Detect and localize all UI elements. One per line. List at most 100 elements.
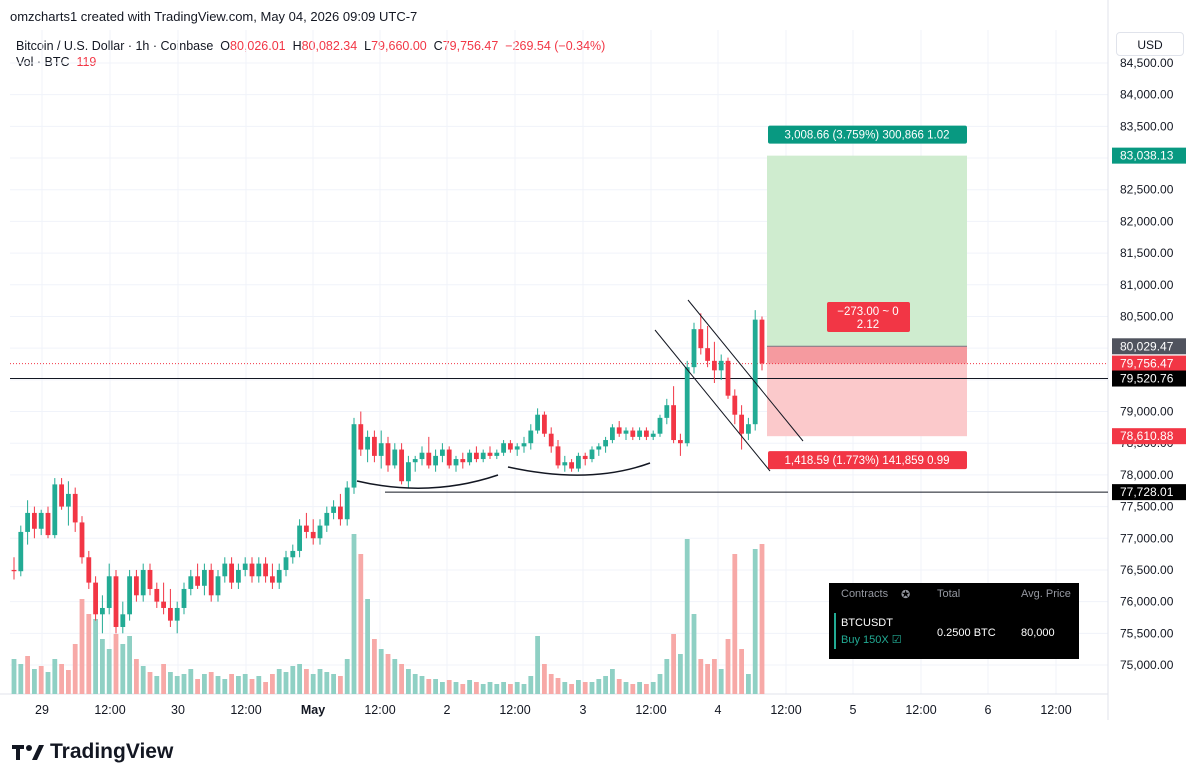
volume-bar xyxy=(664,659,670,694)
price-label-bg xyxy=(1112,147,1186,164)
candle-body xyxy=(460,459,466,463)
time-tick-label: 12:00 xyxy=(1040,703,1071,717)
symbol-label[interactable]: Bitcoin / U.S. Dollar · 1h · Coinbase xyxy=(16,39,214,53)
pnl-label-line1: −273.00 ~ 0 xyxy=(837,306,898,318)
brand-logo[interactable]: TradingView xyxy=(12,740,173,764)
volume-bar xyxy=(630,684,636,694)
horizontal-lines[interactable] xyxy=(10,363,1108,493)
volume-bar xyxy=(127,636,132,694)
volume-bar xyxy=(11,659,17,694)
volume-bar xyxy=(698,659,704,694)
candle-body xyxy=(127,576,132,615)
stop-label-bg xyxy=(768,451,967,470)
candle-body xyxy=(528,430,534,444)
chart-caption: omzcharts1 created with TradingView.com,… xyxy=(10,9,418,24)
time-tick-label: 5 xyxy=(850,703,857,717)
time-tick-label: 12:00 xyxy=(499,703,530,717)
candle-body xyxy=(664,405,670,418)
channel-line-upper[interactable] xyxy=(687,299,804,442)
candle-body xyxy=(25,512,30,532)
volume-bar xyxy=(59,664,64,694)
candle-body xyxy=(644,430,649,437)
price-tick-label: 75,500.00 xyxy=(1120,626,1174,640)
price-label: 78,610.88 xyxy=(1120,429,1174,443)
volume-bar xyxy=(467,680,472,694)
volume-bar xyxy=(236,676,241,694)
volume-bar xyxy=(678,654,683,694)
time-tick-label: 3 xyxy=(580,703,587,717)
volume-bar xyxy=(161,664,166,694)
volume-label[interactable]: Vol · BTC xyxy=(16,55,70,69)
candle-body xyxy=(725,360,731,396)
pin-icon[interactable]: ✪ xyxy=(901,589,911,601)
volume-bar xyxy=(582,682,588,694)
candle-body xyxy=(106,576,112,608)
brand-name: TradingView xyxy=(50,740,174,763)
volume-bar xyxy=(344,659,350,694)
volume-bar xyxy=(440,682,445,694)
volume-bar xyxy=(120,644,126,694)
volume-bars xyxy=(11,534,765,694)
volume-bar xyxy=(86,614,92,694)
candle-body xyxy=(596,446,602,450)
candle-body xyxy=(256,563,262,577)
candle-body xyxy=(433,455,438,466)
volume-bar xyxy=(426,679,432,694)
long-position-tool[interactable]: 3,008.66 (3.759%) 300,866 1.02 1,418.59 (… xyxy=(767,125,967,470)
volume-bar xyxy=(542,664,547,694)
price-label: 83,038.13 xyxy=(1120,149,1174,163)
candle-body xyxy=(657,417,663,434)
edit-icon[interactable]: ☑ xyxy=(891,634,902,646)
time-tick-label: May xyxy=(301,703,325,717)
drawings[interactable] xyxy=(356,299,804,489)
avg-price-header: Avg. Price xyxy=(1021,588,1071,600)
candle-body xyxy=(576,455,581,469)
rounded-bottom-curve-1[interactable] xyxy=(356,474,499,489)
channel-line-lower[interactable] xyxy=(654,329,771,472)
volume-bar xyxy=(453,682,459,694)
high-label: H xyxy=(292,39,302,53)
time-tick-label: 6 xyxy=(985,703,992,717)
candle-body xyxy=(283,557,289,570)
position-side: Buy 150X ☑ xyxy=(841,634,902,646)
volume-bar xyxy=(297,664,302,694)
candle-body xyxy=(113,576,119,627)
candle-body xyxy=(236,569,241,583)
price-label-bg xyxy=(1112,338,1186,355)
volume-bar xyxy=(106,649,112,694)
candle-body xyxy=(372,436,377,456)
currency-button[interactable]: USD xyxy=(1116,32,1184,56)
price-label: 79,520.76 xyxy=(1120,372,1174,386)
candle-body xyxy=(297,525,302,551)
position-total: 0.2500 BTC xyxy=(937,627,996,639)
price-label-bg xyxy=(1112,428,1186,445)
candle-body xyxy=(630,430,636,437)
candle-body xyxy=(351,424,357,488)
high-value: 80,082.34 xyxy=(301,39,358,53)
volume-bar xyxy=(555,678,561,694)
candle-body xyxy=(480,452,486,460)
price-tick-label: 77,000.00 xyxy=(1120,531,1174,545)
candle-body xyxy=(412,459,418,463)
tradingview-logo-icon xyxy=(12,745,44,760)
candle-body xyxy=(616,427,622,434)
open-value: 80,026.01 xyxy=(230,39,286,53)
candle-body xyxy=(93,582,98,615)
low-value: 79,660.00 xyxy=(371,39,427,53)
time-axis[interactable]: 29 12:00 30 12:00 May 12:00 2 12:00 3 12:00 4 12:00… xyxy=(35,703,1072,717)
candle-body xyxy=(514,446,520,450)
price-label: 77,728.01 xyxy=(1120,485,1174,499)
volume-bar xyxy=(18,664,24,694)
candle-body xyxy=(562,462,568,466)
position-symbol[interactable]: BTCUSDT xyxy=(841,617,893,629)
candle-body xyxy=(650,433,656,437)
positions-panel: Contracts ✪ Total Avg. Price BTCUSDT Buy… xyxy=(829,583,1079,659)
candle-body xyxy=(358,424,364,450)
rounded-bottom-curve-2[interactable] xyxy=(507,462,651,476)
volume-bar xyxy=(650,682,656,694)
position-side-bar xyxy=(834,613,836,649)
volume-bar xyxy=(79,599,85,694)
volume-bar xyxy=(480,684,486,694)
volume-bar xyxy=(644,684,649,694)
